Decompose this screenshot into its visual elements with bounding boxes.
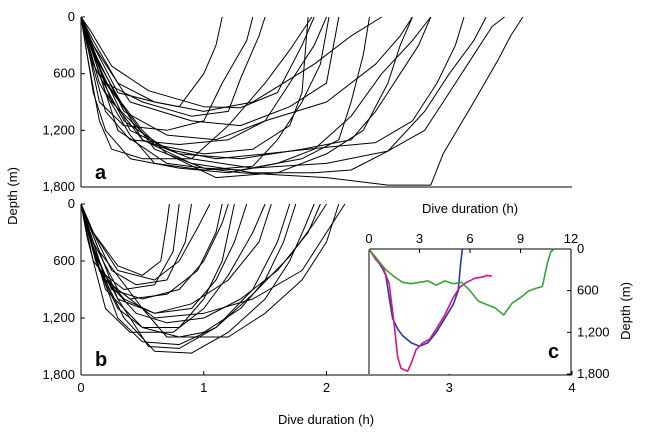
y-tick-label: 600 [53, 253, 75, 268]
panel-b-series-5 [80, 203, 291, 346]
x-tick-label: 0 [77, 380, 84, 395]
x-tick-label: 0 [365, 231, 372, 246]
panel-c-x-ticks: 0 3 6 9 12 [365, 231, 578, 253]
panel-b-traces [80, 203, 346, 354]
panel-c-series-3 [368, 248, 555, 316]
x-tick-label: 3 [446, 380, 453, 395]
panel-b-series-7 [80, 203, 340, 338]
panel-b-series-16 [80, 203, 327, 349]
panel-a-y-ticks: 0 600 1,200 1,800 [42, 9, 85, 194]
panel-a-series-7 [80, 16, 327, 145]
y-axis-title: Depth (m) [5, 167, 20, 225]
panel-b-series-6 [80, 203, 315, 354]
panel-c-series-2 [368, 248, 493, 373]
inset-y-axis-title: Depth (m) [618, 282, 633, 340]
x-tick-label: 6 [466, 231, 473, 246]
y-tick-label: 1,800 [42, 367, 75, 382]
x-tick-label: 2 [323, 380, 330, 395]
panel-b-series-15 [80, 203, 272, 314]
panel-b-y-ticks: 0 600 1,200 1,800 [42, 196, 85, 382]
y-tick-label: 600 [577, 283, 599, 298]
panel-c-frame [369, 249, 571, 374]
panel-a-series-19 [80, 16, 340, 127]
panel-a-series-10 [80, 16, 465, 160]
x-tick-label: 3 [416, 231, 423, 246]
y-tick-label: 0 [577, 241, 584, 256]
panel-b-series-12 [80, 203, 235, 328]
panel-a-traces [80, 16, 524, 186]
panel-b-series-17 [80, 203, 170, 276]
panel-a-series-18 [80, 16, 330, 171]
y-tick-label: 0 [68, 9, 75, 24]
panel-a-series-3 [80, 16, 313, 160]
y-tick-label: 0 [68, 196, 75, 211]
y-tick-label: 1,800 [577, 366, 610, 381]
x-tick-label: 4 [568, 380, 575, 395]
panel-a-series-1 [80, 16, 315, 109]
panel-a-series-17 [80, 16, 524, 186]
panel-a-series-11 [80, 16, 432, 160]
panel-a-series-2 [80, 16, 382, 112]
x-tick-label: 12 [564, 231, 578, 246]
x-tick-label: 9 [517, 231, 524, 246]
panel-b-series-13 [80, 203, 180, 290]
panel-b-x-ticks: 0 1 2 3 4 [77, 371, 576, 395]
panel-a-series-5 [80, 16, 254, 131]
y-tick-label: 1,800 [42, 179, 75, 194]
panel-c-label: c [548, 341, 559, 363]
x-axis-title: Dive duration (h) [278, 412, 374, 427]
inset-x-axis-title: Dive duration (h) [422, 201, 518, 216]
panel-a-series-6 [80, 16, 223, 108]
panel-c-y-ticks: 0 600 1,200 1,800 [567, 241, 610, 381]
panel-a: 0 600 1,200 1,800 a [42, 9, 572, 194]
y-tick-label: 1,200 [42, 122, 75, 137]
y-tick-label: 1,200 [577, 324, 610, 339]
panel-a-series-16 [80, 16, 487, 174]
panel-c-inset: 0 3 6 9 12 0 600 1,200 1,800 c Dive duration (h… [365, 201, 633, 381]
panel-b-label: b [95, 349, 107, 371]
panel-c-traces [368, 248, 555, 373]
panel-b-series-8 [80, 203, 346, 319]
y-tick-label: 1,200 [42, 310, 75, 325]
x-tick-label: 1 [200, 380, 207, 395]
y-tick-label: 600 [53, 66, 75, 81]
panel-a-series-12 [80, 16, 505, 169]
panel-b-series-14 [80, 203, 297, 338]
panel-a-series-15 [80, 16, 432, 174]
panel-a-label: a [95, 162, 107, 184]
